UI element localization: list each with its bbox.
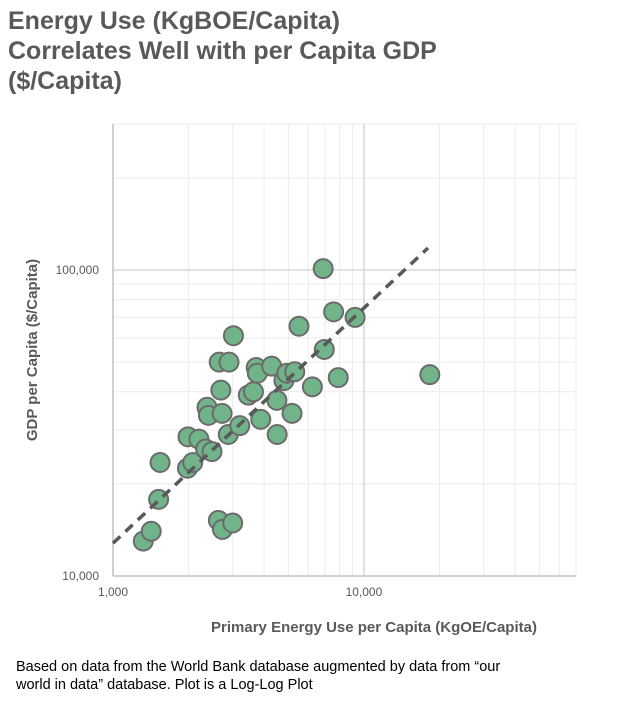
- chart-title-line-3: ($/Capita): [8, 67, 122, 95]
- x-axis-title: Primary Energy Use per Capita (KgOE/Capi…: [211, 619, 537, 636]
- major-gridlines: [112, 124, 576, 577]
- data-point: [243, 381, 265, 403]
- data-point: [210, 379, 232, 401]
- data-point: [312, 258, 334, 280]
- chart-title: Energy Use (KgBOE/Capita) Correlates Wel…: [8, 6, 568, 96]
- data-point: [327, 367, 349, 389]
- scatter-chart: 1,000 10,000 10,000 100,000 GDP per Capita …: [24, 123, 577, 636]
- data-point: [281, 402, 303, 424]
- trendline: [111, 246, 430, 545]
- data-point: [250, 408, 272, 430]
- data-point: [313, 338, 335, 360]
- data-point: [149, 451, 171, 473]
- data-point: [266, 424, 288, 446]
- chart-title-line-2: Correlates Well with per Capita GDP: [8, 37, 437, 65]
- footnote: Based on data from the World Bank databa…: [16, 658, 616, 694]
- data-point: [222, 325, 244, 347]
- data-point: [301, 376, 323, 398]
- tick-labels: 1,000 10,000 10,000 100,000: [56, 263, 383, 599]
- y-axis-title: GDP per Capita ($/Capita): [24, 259, 41, 441]
- x-tick-label: 10,000: [346, 585, 383, 599]
- data-point: [218, 351, 240, 373]
- footnote-line-1: Based on data from the World Bank databa…: [16, 659, 501, 675]
- data-point: [288, 315, 310, 337]
- chart-title-line-1: Energy Use (KgBOE/Capita): [8, 7, 341, 35]
- data-points: [132, 258, 441, 552]
- y-tick-label: 100,000: [56, 263, 100, 277]
- data-point: [211, 402, 233, 424]
- minor-gridlines: [113, 123, 577, 576]
- data-point: [323, 301, 345, 323]
- footnote-line-2: world in data” database. Plot is a Log-L…: [16, 677, 313, 693]
- x-tick-label: 1,000: [98, 585, 128, 599]
- y-tick-label: 10,000: [62, 569, 99, 583]
- data-point: [182, 451, 204, 473]
- plot-axes: [112, 124, 576, 577]
- data-point: [266, 389, 288, 411]
- data-point: [419, 364, 441, 386]
- data-point: [140, 520, 162, 542]
- data-point: [222, 512, 244, 534]
